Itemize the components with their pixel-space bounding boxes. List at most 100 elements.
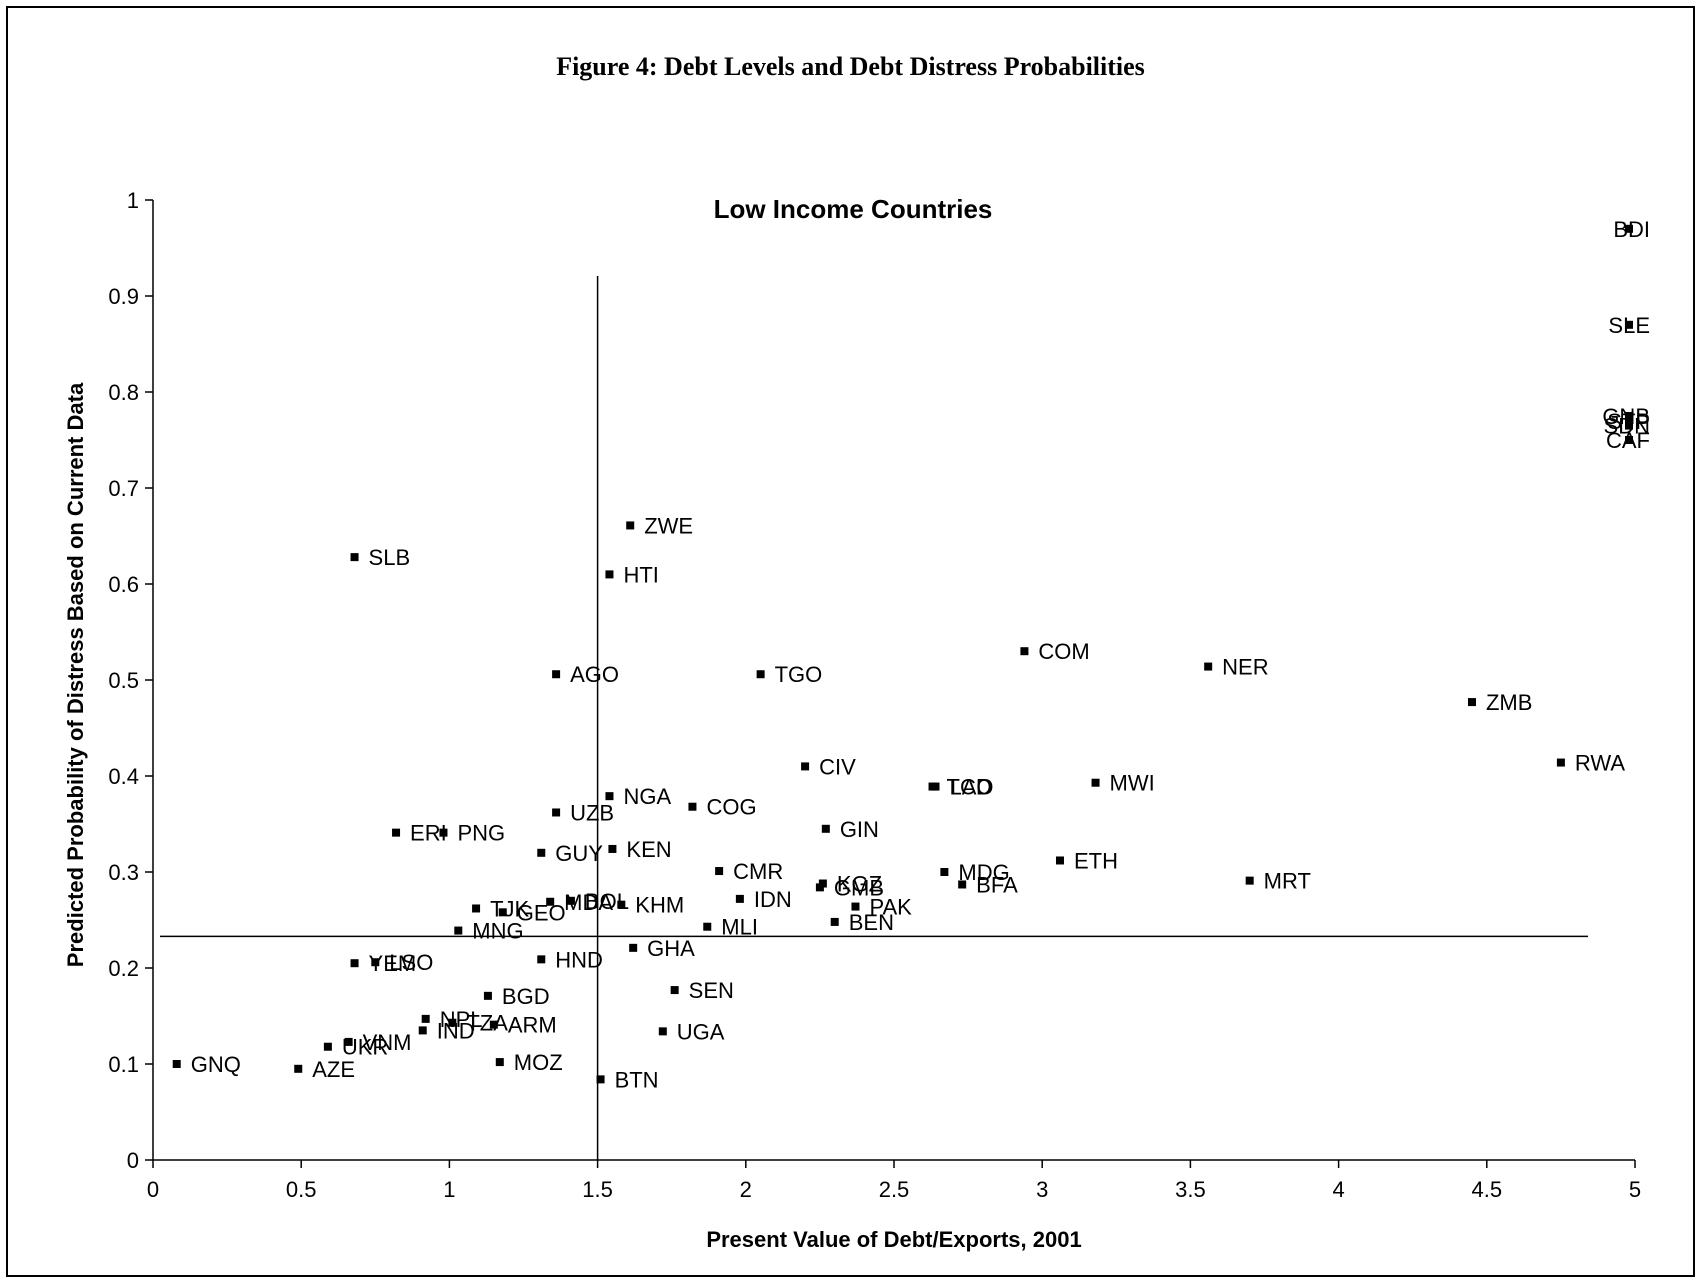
point-label: SEN [689,978,734,1003]
data-point [608,844,617,853]
x-tick-label: 2.5 [879,1177,910,1202]
data-point [1625,412,1633,420]
data-point [821,824,830,833]
data-point [596,1075,605,1084]
point-label: GMB [834,875,884,900]
point-label: MNG [472,919,523,944]
point-label: MOZ [514,1050,563,1075]
data-point [344,1037,353,1046]
data-point [418,1026,427,1035]
point-label: BEN [849,910,894,935]
data-point [371,958,380,967]
point-label: BFA [976,872,1018,897]
point-label: IND [437,1018,475,1043]
point-label: PNG [457,821,505,846]
data-point [1556,758,1565,767]
point-label: LSO [389,950,433,975]
point-label: UZB [570,800,614,825]
y-tick-label: 0.6 [108,572,139,597]
y-tick-label: 0.5 [108,668,139,693]
point-label: GHA [647,936,695,961]
point-label: ETH [1074,848,1118,873]
axes: 0 0.1 0.2 0.3 0.4 0.5 0.6 0.7 0.8 0.9 1 0 0.5 1 1.5 2 2.… [108,188,1641,1202]
point-label: RWA [1575,751,1625,776]
point-label: IDN [754,887,792,912]
point-label: TCD [947,775,992,800]
data-point [448,1018,457,1027]
data-point [350,553,359,562]
y-tick-label: 0.7 [108,476,139,501]
data-point [392,828,401,837]
data-point [439,828,448,837]
point-label: GNQ [191,1052,241,1077]
point-label: UGA [677,1019,725,1044]
y-tick-label: 0.4 [108,764,139,789]
data-point [958,880,967,889]
point-label: COM [1038,639,1089,664]
point-label: TJK [490,896,529,921]
point-label: CIV [819,754,856,779]
point-label: GIN [840,817,879,842]
y-tick-label: 0.2 [108,956,139,981]
data-point [498,908,507,917]
point-label: CMR [733,859,783,884]
data-point [830,917,839,926]
data-point [1625,224,1633,233]
point-label: AZE [312,1057,355,1082]
x-tick-label: 1 [443,1177,455,1202]
data-point [617,900,626,909]
data-point [552,670,561,679]
point-label: BGD [502,984,550,1009]
point-label: HND [555,947,603,972]
point-label: KHM [635,893,684,918]
data-point [421,1014,430,1023]
data-point [483,991,492,1000]
point-label: ZMB [1486,690,1532,715]
point-label: MDG [958,860,1009,885]
data-point [294,1064,303,1073]
data-point [1020,647,1029,656]
point-label: NPL [440,1007,483,1032]
y-axis-title: Predicted Probability of Distress Based … [63,382,88,967]
data-point [1204,662,1213,671]
point-label: TZA [466,1011,508,1036]
reference-lines [160,276,1588,1160]
point-label: MLI [721,915,758,940]
data-point [688,802,697,811]
data-point [605,570,614,579]
data-point [1625,436,1633,444]
x-axis-title: Present Value of Debt/Exports, 2001 [706,1227,1081,1252]
data-point [454,926,463,935]
point-label: VNM [363,1030,412,1055]
data-point [172,1060,181,1068]
data-point [489,1020,498,1029]
point-label: AGO [570,662,619,687]
data-point [940,868,949,876]
point-label: SLB [369,545,411,570]
data-point [801,762,810,771]
data-point [626,521,635,530]
y-tick-label: 0.9 [108,284,139,309]
point-label: COG [706,795,756,820]
data-point [605,792,614,801]
x-tick-label: 3.5 [1175,1177,1206,1202]
data-point [1055,856,1064,865]
x-tick-label: 0.5 [286,1177,317,1202]
data-point [670,986,679,995]
data-point [815,883,824,892]
point-label: ZWE [644,513,693,538]
y-tick-label: 0.1 [108,1052,139,1077]
point-label: SLE [1608,313,1650,338]
point-label: SDN [1604,414,1650,439]
data-point [546,897,555,906]
figure-title: Figure 4: Debt Levels and Debt Distress … [556,52,1145,81]
data-point [703,922,712,931]
point-label: UKR [342,1035,388,1060]
x-tick-label: 3 [1036,1177,1048,1202]
data-point [350,959,359,968]
point-label: PAK [869,895,912,920]
data-point [537,955,546,964]
point-label: CAF [1606,428,1650,453]
